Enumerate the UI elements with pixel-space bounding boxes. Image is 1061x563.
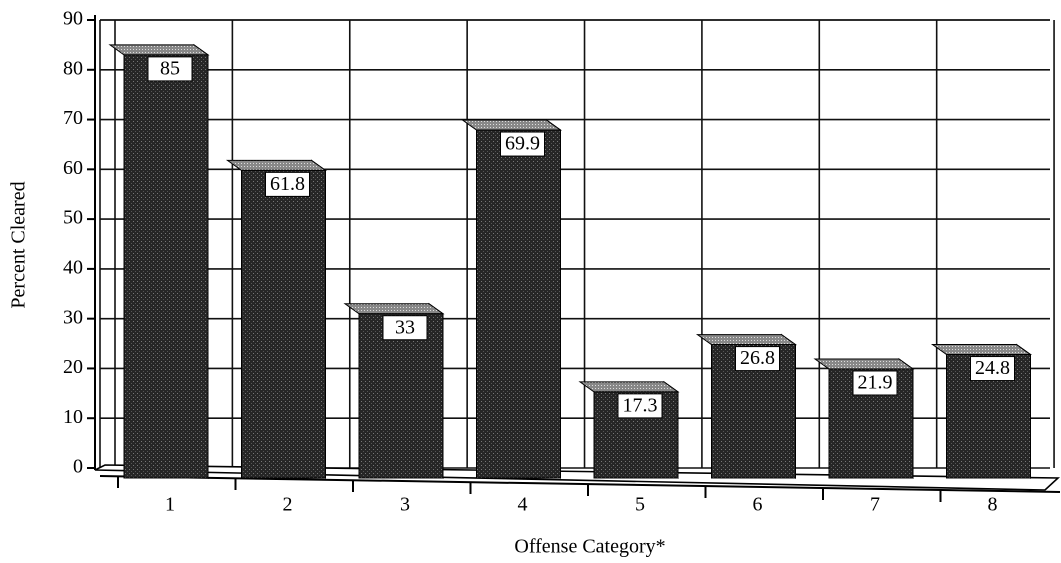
x-tick-label: 5 <box>635 494 645 516</box>
value-label: 24.8 <box>975 357 1010 379</box>
value-label-box <box>265 171 310 197</box>
bar-top <box>460 119 563 131</box>
x-tick-label: 1 <box>165 494 175 516</box>
y-tick-label: 90 <box>63 8 83 30</box>
y-tick-label: 30 <box>63 306 83 328</box>
value-label: 26.8 <box>740 347 775 369</box>
bar-top <box>695 334 798 346</box>
x-tick-label: 8 <box>988 494 998 516</box>
x-tick-label: 3 <box>400 494 410 516</box>
y-tick-label: 40 <box>63 256 83 278</box>
x-axis <box>99 475 1061 493</box>
bar <box>358 313 444 479</box>
bar <box>123 54 209 479</box>
y-tick-label: 70 <box>63 107 83 129</box>
value-label: 69.9 <box>505 133 540 155</box>
bar <box>241 169 326 479</box>
y-tick-label: 60 <box>63 157 83 179</box>
x-axis-label: Offense Category* <box>514 536 665 558</box>
x-tick-label: 2 <box>283 494 293 516</box>
x-tick-label: 4 <box>518 494 528 516</box>
x-tick-label: 6 <box>753 494 763 516</box>
value-label-box <box>735 346 780 372</box>
value-label-box <box>617 393 663 419</box>
value-label: 61.8 <box>270 173 305 195</box>
value-label: 21.9 <box>858 372 893 394</box>
value-label: 33 <box>395 316 415 338</box>
y-tick-label: 80 <box>63 57 83 79</box>
bar-top <box>108 44 210 56</box>
y-tick-label: 10 <box>63 406 83 428</box>
x-tick-label: 7 <box>870 494 880 516</box>
value-label-box <box>970 356 1015 382</box>
floor <box>94 464 1061 491</box>
bar-top <box>813 358 915 370</box>
y-axis-label: Percent Cleared <box>8 181 30 308</box>
value-label-box <box>382 315 428 341</box>
value-label-box <box>147 56 193 82</box>
bar-top <box>343 303 445 315</box>
value-label-box <box>500 131 545 157</box>
bar-top <box>225 159 328 171</box>
y-tick-label: 50 <box>63 207 83 229</box>
y-tick-label: 20 <box>63 356 83 378</box>
y-tick-label: 0 <box>73 456 83 478</box>
bar-top <box>578 381 680 393</box>
value-label: 17.3 <box>623 394 658 416</box>
bar-top <box>930 344 1033 356</box>
value-label-box <box>852 370 898 396</box>
bar <box>476 129 561 479</box>
value-label: 85 <box>160 57 180 79</box>
